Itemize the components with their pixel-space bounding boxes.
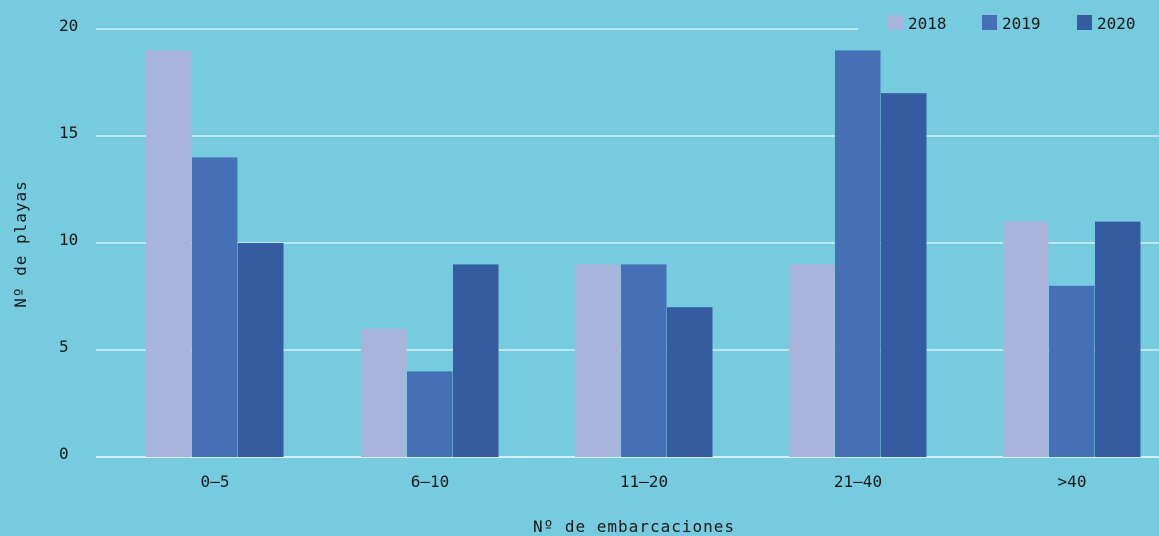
bar-2019-4 (1049, 285, 1095, 457)
legend-label-2019: 2019 (1002, 14, 1041, 33)
x-axis-ticks: 0–5 6–10 11–20 21–40 >40 (201, 472, 1087, 491)
bar-2020-4 (1095, 221, 1141, 457)
bars (146, 50, 1141, 458)
bar-2020-0 (238, 243, 284, 457)
x-tick-label: 0–5 (201, 472, 230, 491)
y-tick-label: 0 (59, 444, 69, 463)
x-tick-label: >40 (1058, 472, 1087, 491)
x-tick-label: 6–10 (411, 472, 450, 491)
bar-2018-3 (789, 264, 835, 457)
y-tick-label: 5 (59, 337, 69, 356)
x-tick-label: 11–20 (620, 472, 668, 491)
legend-swatch-2018 (888, 15, 903, 30)
y-axis-ticks: 0 5 10 15 20 (59, 16, 78, 463)
legend-swatch-2019 (982, 15, 997, 30)
bar-2019-2 (621, 264, 667, 457)
legend-swatch-2020 (1077, 15, 1092, 30)
y-tick-label: 10 (59, 230, 78, 249)
legend-label-2020: 2020 (1097, 14, 1136, 33)
bar-2020-1 (453, 264, 499, 457)
bar-2018-4 (1003, 221, 1049, 457)
bar-2018-1 (361, 328, 407, 457)
legend: 2018 2019 2020 (858, 8, 1159, 42)
y-axis-title: Nº de playas (11, 180, 30, 308)
legend-label-2018: 2018 (908, 14, 947, 33)
bar-2019-3 (835, 50, 881, 458)
x-axis-title: Nº de embarcaciones (533, 517, 735, 536)
bar-2020-3 (881, 93, 927, 457)
bar-2020-2 (667, 307, 713, 457)
bar-2019-1 (407, 371, 453, 457)
y-tick-label: 15 (59, 123, 78, 142)
bar-2018-2 (575, 264, 621, 457)
y-tick-label: 20 (59, 16, 78, 35)
bar-2018-0 (146, 50, 192, 458)
x-tick-label: 21–40 (834, 472, 882, 491)
bar-2019-0 (192, 157, 238, 457)
legend-background (858, 8, 1159, 42)
